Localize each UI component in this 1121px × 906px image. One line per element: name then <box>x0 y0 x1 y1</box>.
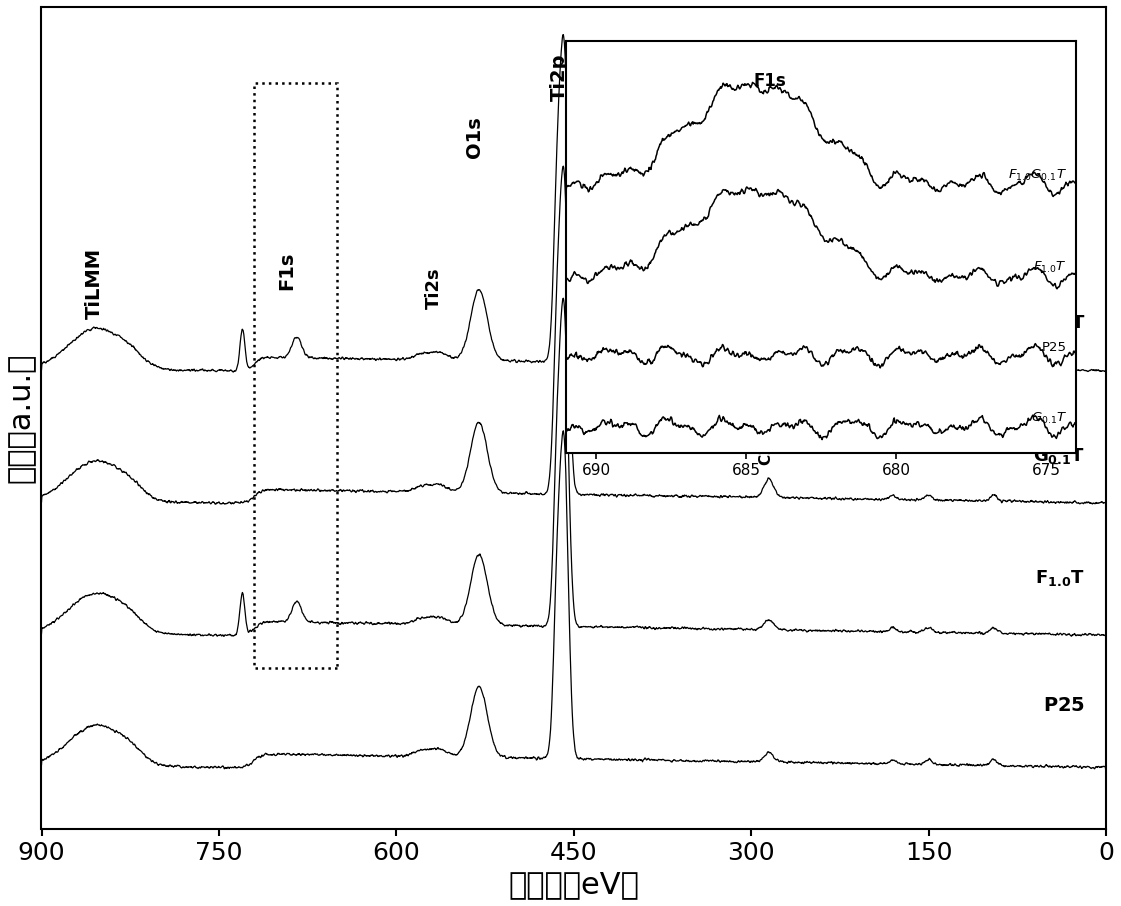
Text: P25: P25 <box>1043 341 1067 353</box>
Text: C1s: C1s <box>758 434 773 465</box>
Text: F1s: F1s <box>277 252 296 290</box>
Text: $F_{1.0}T$: $F_{1.0}T$ <box>1034 260 1067 275</box>
Text: Ti2p: Ti2p <box>550 53 569 101</box>
X-axis label: 结合能（eV）: 结合能（eV） <box>508 870 639 899</box>
Text: $\mathbf{F_{1.0}T}$: $\mathbf{F_{1.0}T}$ <box>1036 568 1085 588</box>
Text: O1s: O1s <box>465 116 484 158</box>
Y-axis label: 强度（a.u.）: 强度（a.u.） <box>7 352 36 483</box>
Text: $G_{0.1}T$: $G_{0.1}T$ <box>1031 410 1067 426</box>
Bar <box>254 82 337 668</box>
Text: $\mathbf{G_{0.1}T}$: $\mathbf{G_{0.1}T}$ <box>1032 446 1085 466</box>
Text: $\mathbf{F_{1.0}G_{0.1}T}$: $\mathbf{F_{1.0}G_{0.1}T}$ <box>998 313 1085 333</box>
Text: TiLMM: TiLMM <box>85 247 104 319</box>
Text: F1s: F1s <box>753 72 787 91</box>
Text: $\mathbf{P25}$: $\mathbf{P25}$ <box>1043 697 1085 716</box>
Text: $F_{1.0}G_{0.1}T$: $F_{1.0}G_{0.1}T$ <box>1008 169 1067 183</box>
Text: Ti2s: Ti2s <box>425 267 443 309</box>
